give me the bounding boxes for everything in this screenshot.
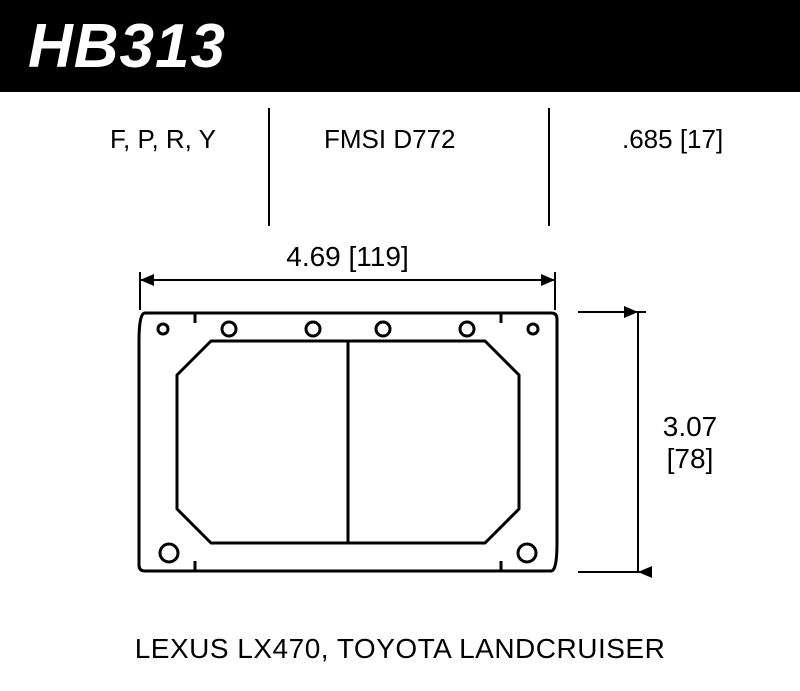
brake-pad-diagram: 4.69 [119] 3.07[78] [0,0,800,691]
svg-text:4.69 [119]: 4.69 [119] [286,241,408,272]
application-label: LEXUS LX470, TOYOTA LANDCRUISER [0,633,800,665]
brake-pad-outline [139,313,557,571]
page: HB313 F, P, R, Y FMSI D772 .685 [17] 4.6… [0,0,800,691]
width-dimension: 4.69 [119] [140,241,555,310]
height-dimension: 3.07[78] [578,312,730,572]
svg-text:[78]: [78] [667,443,714,474]
svg-text:3.07: 3.07 [663,411,718,442]
